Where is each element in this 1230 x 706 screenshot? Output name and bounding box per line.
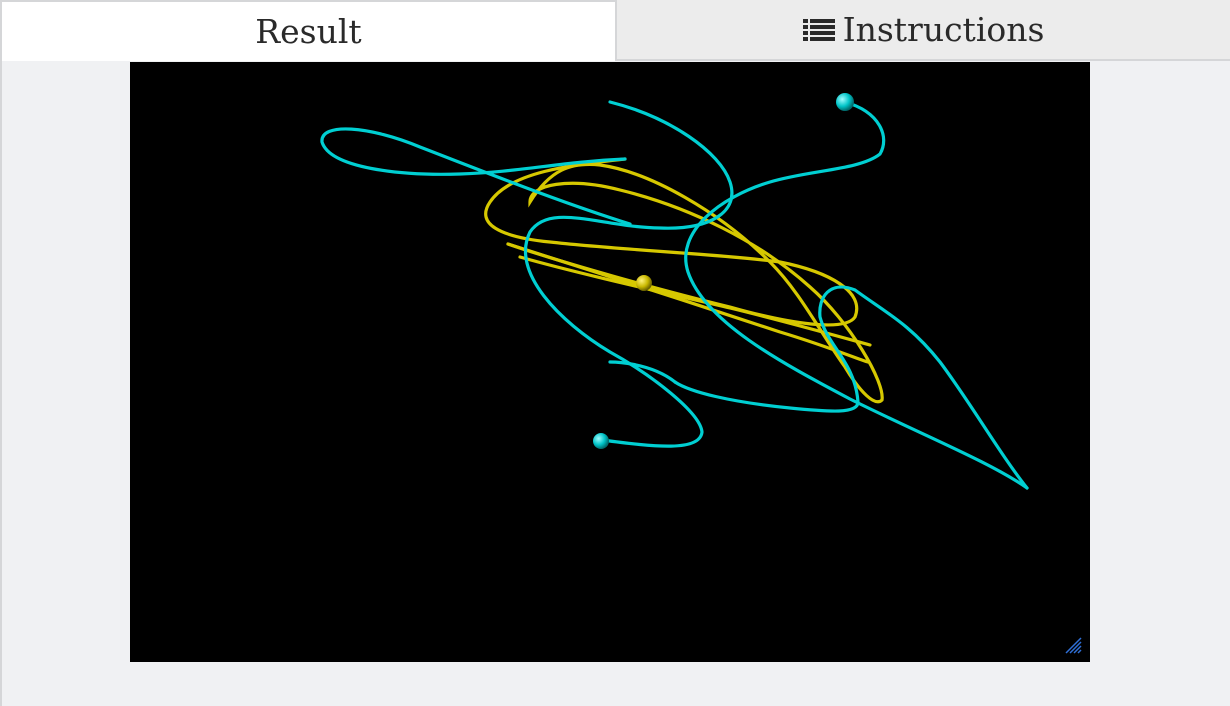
cyan-orbit-path (320, 100, 1029, 490)
list-icon (802, 11, 835, 50)
orbit-scene (320, 93, 1029, 490)
yellow-sphere (636, 275, 652, 291)
tab-instructions-label: Instructions (842, 10, 1045, 49)
tab-result[interactable]: Result (0, 0, 617, 61)
tab-instructions[interactable]: Instructions (617, 0, 1230, 61)
cyan-sphere (593, 433, 609, 449)
resize-grip-icon[interactable] (1063, 636, 1083, 654)
tab-result-label: Result (255, 12, 362, 51)
cyan-sphere (836, 93, 854, 111)
simulation-canvas[interactable] (130, 62, 1090, 662)
tab-bar: Result Instructions (0, 0, 1230, 61)
